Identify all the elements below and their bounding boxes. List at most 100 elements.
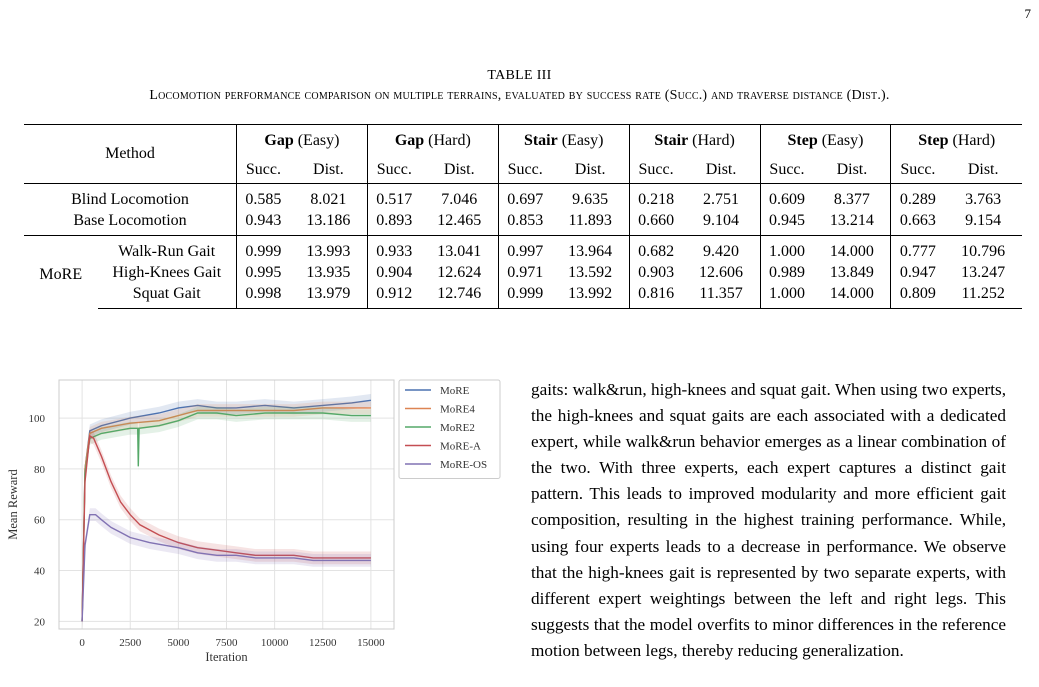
table-cell: 13.979 — [289, 283, 368, 309]
dist-header: Dist. — [813, 157, 891, 184]
table-header-row: Method Gap (Easy) Gap (Hard) Stair (Easy… — [24, 124, 1022, 184]
dist-header: Dist. — [420, 157, 499, 184]
series-line-more2 — [81, 412, 371, 622]
table-cell: 12.606 — [699, 263, 744, 281]
table-row: Base Locomotion 0.943 13.186 0.893 12.465 0.8… — [24, 210, 1022, 236]
table-cell: 2.751 — [703, 190, 740, 208]
table-cell: 10.796 — [961, 242, 1006, 260]
succ-header: Succ. — [497, 157, 552, 184]
series-band-more4 — [82, 401, 371, 628]
legend-label: MoRE4 — [440, 404, 475, 416]
table-cell: 13.993 — [306, 242, 351, 260]
succ-header: Succ. — [628, 157, 683, 184]
table-cell: 7.046 — [441, 190, 478, 208]
table-cell: 0.904 — [366, 262, 421, 283]
table-cell: 12.465 — [420, 210, 499, 236]
table-cell: 0.853 — [497, 210, 552, 236]
x-tick-label: 2500 — [119, 637, 142, 649]
table-subheader-row: Succ. Dist. Succ. Dist. Succ. Dist. Succ. Dist.… — [24, 157, 1022, 184]
table-cell: 0.903 — [628, 262, 683, 283]
succ-header: Succ. — [235, 157, 290, 184]
dist-header: Dist. — [289, 157, 368, 184]
table-cell: 0.912 — [366, 283, 421, 309]
legend-label: MoRE-A — [440, 441, 481, 453]
succ-header: Succ. — [759, 157, 814, 184]
table-cell: 0.777 — [890, 235, 945, 262]
table-cell: 0.218 — [628, 183, 683, 210]
table-cell: 0.995 — [235, 262, 290, 283]
table-cell: 13.247 — [961, 263, 1006, 281]
page-number: 7 — [1024, 6, 1032, 21]
baseline-rows: Blind Locomotion 0.585 8.021 0.517 7.046 0.69… — [24, 183, 1022, 236]
table-cell: 0.971 — [497, 262, 552, 283]
row-method-name: Blind Locomotion — [71, 190, 189, 208]
x-tick-label: 7500 — [216, 637, 239, 649]
table-cell: 0.947 — [890, 262, 945, 283]
table-cell: 1.000 — [759, 235, 814, 262]
x-axis-label: Iteration — [205, 650, 248, 664]
more-group-label: MoRE — [39, 265, 83, 283]
table-cell: 12.624 — [437, 263, 482, 281]
table-cell: 13.964 — [568, 242, 613, 260]
legend-box — [398, 379, 501, 479]
legend-label: MoRE-OS — [440, 459, 487, 471]
x-tick-label: 5000 — [167, 637, 190, 649]
table-cell: 0.697 — [497, 183, 552, 210]
y-tick-label: 80 — [34, 464, 46, 476]
body-paragraph: gaits: walk&run, high-knees and squat ga… — [531, 380, 1006, 660]
table-cell: 3.763 — [965, 190, 1002, 208]
group-header: Stair (Easy) — [497, 124, 630, 157]
y-axis-label: Mean Reward — [6, 469, 20, 540]
table-cell: 0.998 — [235, 283, 290, 309]
table-cell: 11.893 — [551, 210, 630, 236]
table-cell: 14.000 — [829, 242, 874, 260]
table-cell: 8.021 — [310, 190, 347, 208]
table-cell: 9.420 — [703, 242, 740, 260]
series-line-more4 — [81, 407, 371, 622]
table-cell: 0.893 — [366, 210, 421, 236]
table-cell: 0.945 — [759, 210, 814, 236]
succ-header: Succ. — [366, 157, 421, 184]
table-row: Squat Gait 0.998 13.979 0.912 12.746 0.999 13.… — [24, 283, 1022, 309]
row-method-name: Squat Gait — [97, 283, 237, 309]
group-header: Stair (Hard) — [628, 124, 761, 157]
series-line-more-a — [81, 434, 371, 622]
table-cell: 0.999 — [235, 235, 290, 262]
table-cell: 0.997 — [497, 235, 552, 262]
x-tick-label: 0 — [79, 637, 85, 649]
table-cell: 13.041 — [437, 242, 482, 260]
dist-header: Dist. — [944, 157, 1022, 184]
table-cell: 0.585 — [235, 183, 290, 210]
table-cell: 0.809 — [890, 283, 945, 309]
method-header: Method — [24, 124, 237, 184]
more-rows: MoRE Walk-Run Gait 0.999 13.993 0.933 13.041 0… — [24, 235, 1022, 309]
table-cell: 9.104 — [682, 210, 761, 236]
table-caption: Locomotion performance comparison on mul… — [149, 88, 890, 103]
table-cell: 0.663 — [890, 210, 945, 236]
y-tick-label: 40 — [34, 566, 46, 578]
table-row: Blind Locomotion 0.585 8.021 0.517 7.046 0.69… — [24, 183, 1022, 210]
x-tick-label: 10000 — [261, 637, 289, 649]
group-header: Step (Hard) — [890, 124, 1022, 157]
table-cell: 0.289 — [890, 183, 945, 210]
table-cell: 8.377 — [833, 190, 870, 208]
table-cell: 9.154 — [944, 210, 1022, 236]
plot-frame — [58, 379, 395, 630]
table-cell: 13.214 — [813, 210, 891, 236]
table-cell: 13.186 — [289, 210, 368, 236]
y-tick-label: 60 — [34, 515, 46, 527]
table-cell: 11.357 — [682, 283, 761, 309]
table-cell: 0.933 — [366, 235, 421, 262]
table-cell: 1.000 — [759, 283, 814, 309]
table-cell: 13.592 — [568, 263, 613, 281]
table-cell: 14.000 — [813, 283, 891, 309]
table-cell: 0.999 — [497, 283, 552, 309]
series-band-more — [82, 394, 371, 628]
table-cell: 0.682 — [628, 235, 683, 262]
table-number-label: TABLE III — [487, 68, 552, 83]
y-tick-label: 100 — [29, 413, 46, 425]
table-cell: 0.517 — [366, 183, 421, 210]
series-band-more-os — [82, 508, 371, 628]
group-header: Step (Easy) — [759, 124, 891, 157]
series-line-more-os — [81, 513, 371, 622]
